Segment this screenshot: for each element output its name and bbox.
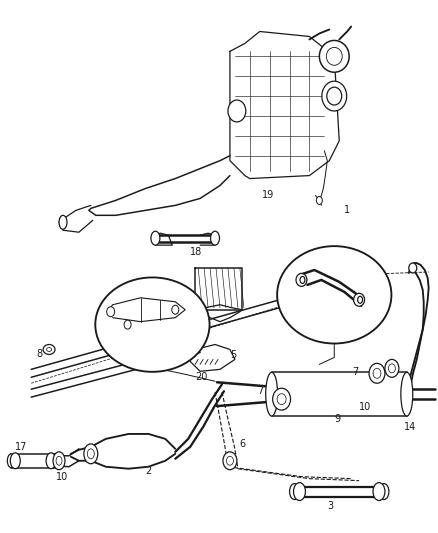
Ellipse shape [43,344,55,354]
Ellipse shape [276,246,391,343]
Ellipse shape [51,454,59,468]
Ellipse shape [289,483,299,499]
Ellipse shape [84,444,98,464]
Text: 19: 19 [261,190,273,200]
Text: 1: 1 [343,205,350,215]
Ellipse shape [151,231,159,245]
Text: 9: 9 [333,414,339,424]
Ellipse shape [326,87,341,105]
Text: 5: 5 [230,350,236,360]
Ellipse shape [276,394,286,405]
Ellipse shape [56,456,62,465]
Ellipse shape [53,452,65,470]
Ellipse shape [295,273,306,286]
Ellipse shape [316,197,321,204]
Ellipse shape [321,81,346,111]
Ellipse shape [408,263,416,273]
Ellipse shape [210,231,219,245]
Ellipse shape [378,483,388,499]
Ellipse shape [11,453,20,469]
Text: 15: 15 [311,293,323,303]
Ellipse shape [325,47,342,65]
Ellipse shape [372,368,380,378]
Text: 2: 2 [145,466,152,475]
Text: 20: 20 [195,372,207,382]
Text: 3: 3 [327,502,333,512]
Ellipse shape [223,452,237,470]
Ellipse shape [388,364,395,373]
Ellipse shape [106,307,114,317]
Ellipse shape [46,348,51,351]
Text: 10: 10 [56,472,68,482]
Text: 11: 11 [106,325,118,335]
Ellipse shape [59,215,67,229]
Ellipse shape [353,293,364,306]
Ellipse shape [46,453,56,469]
Text: 10: 10 [358,402,371,412]
Ellipse shape [372,482,384,500]
Text: 17: 17 [15,442,28,452]
Bar [271,373,406,416]
Ellipse shape [87,449,94,459]
Ellipse shape [368,364,384,383]
Ellipse shape [299,277,304,284]
Text: 16: 16 [318,273,331,283]
Ellipse shape [318,41,348,72]
Ellipse shape [227,100,245,122]
Ellipse shape [400,373,412,416]
Text: 13: 13 [175,313,187,322]
Text: 7: 7 [351,367,357,377]
Ellipse shape [171,305,178,314]
Ellipse shape [384,359,398,377]
Ellipse shape [357,296,362,303]
Ellipse shape [265,373,277,416]
Text: 18: 18 [190,247,202,257]
Ellipse shape [7,454,15,468]
Ellipse shape [95,278,209,372]
Ellipse shape [226,456,233,465]
Text: 8: 8 [36,350,42,359]
Text: 14: 14 [403,422,415,432]
Ellipse shape [272,388,290,410]
Ellipse shape [293,482,305,500]
Text: 6: 6 [239,439,245,449]
Ellipse shape [124,320,131,329]
Text: 7: 7 [256,386,262,396]
